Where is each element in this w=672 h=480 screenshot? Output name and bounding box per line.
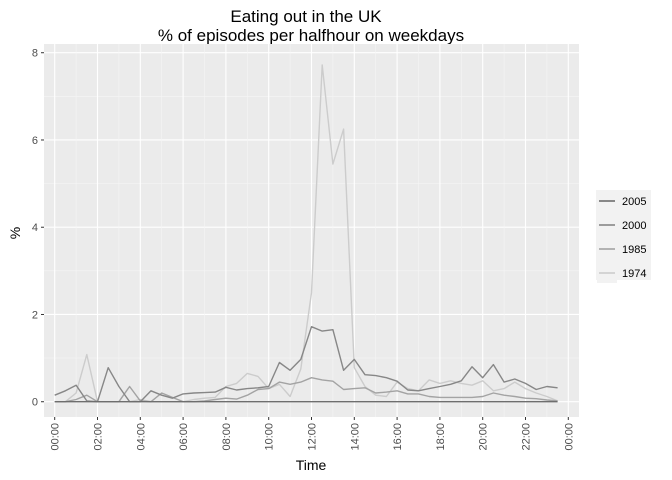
legend-label-2005: 2005 <box>622 196 646 208</box>
x-tick-label: 22:00 <box>521 423 533 451</box>
chart-subtitle: % of episodes per halfhour on weekdays <box>158 26 464 45</box>
series-line-1974 <box>54 64 558 403</box>
y-tick-label: 2 <box>32 309 38 321</box>
x-axis-title: Time <box>296 457 327 473</box>
series-line-1985 <box>54 377 558 403</box>
legend-label-2000: 2000 <box>622 220 646 232</box>
y-axis-title: % <box>7 227 23 239</box>
x-tick-label: 16:00 <box>392 423 404 451</box>
x-tick-label: 20:00 <box>478 423 490 451</box>
grid-layer <box>44 44 579 417</box>
x-tick-label: 08:00 <box>221 423 233 451</box>
y-tick-label: 8 <box>32 48 38 60</box>
x-tick-label: 06:00 <box>178 423 190 451</box>
y-tick-label: 6 <box>32 135 38 147</box>
x-tick-label: 04:00 <box>135 423 147 451</box>
x-tick-label: 00:00 <box>50 423 62 451</box>
x-tick-label: 00:00 <box>563 423 575 451</box>
x-tick-label: 12:00 <box>307 423 319 451</box>
legend-label-1985: 1985 <box>622 244 646 256</box>
axis-ticks: 0 2 4 6 8 00:00 02:00 04:00 06:00 08:00 10:00 12:00… <box>32 48 575 451</box>
x-tick-label: 14:00 <box>349 423 361 451</box>
x-tick-label: 10:00 <box>264 423 276 451</box>
legend: 2005 2000 1985 1974 <box>596 190 651 283</box>
y-tick-label: 0 <box>32 397 38 409</box>
chart-title: Eating out in the UK <box>230 7 382 26</box>
legend-label-1974: 1974 <box>622 268 646 280</box>
series-layer <box>54 64 558 403</box>
y-tick-label: 4 <box>32 222 38 234</box>
x-tick-label: 18:00 <box>435 423 447 451</box>
x-tick-label: 02:00 <box>93 423 105 451</box>
